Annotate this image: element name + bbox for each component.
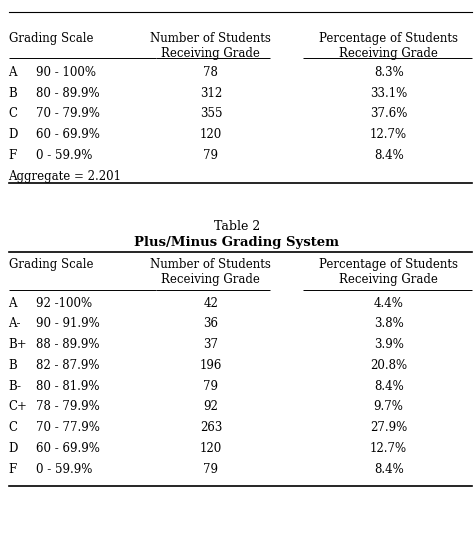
Text: A: A [9, 66, 17, 79]
Text: Plus/Minus Grading System: Plus/Minus Grading System [135, 236, 339, 249]
Text: C: C [9, 107, 18, 120]
Text: B+: B+ [9, 338, 27, 351]
Text: 37: 37 [203, 338, 219, 351]
Text: 82 - 87.9%: 82 - 87.9% [36, 359, 99, 372]
Text: C+: C+ [9, 400, 27, 413]
Text: 27.9%: 27.9% [370, 421, 407, 434]
Text: 3.8%: 3.8% [374, 317, 403, 330]
Text: 90 - 100%: 90 - 100% [36, 66, 96, 79]
Text: Aggregate = 2.201: Aggregate = 2.201 [9, 169, 121, 183]
Text: 79: 79 [203, 379, 219, 393]
Text: 196: 196 [200, 359, 222, 372]
Text: 355: 355 [200, 107, 222, 120]
Text: 70 - 77.9%: 70 - 77.9% [36, 421, 100, 434]
Text: 60 - 69.9%: 60 - 69.9% [36, 128, 100, 141]
Text: Number of Students
Receiving Grade: Number of Students Receiving Grade [150, 32, 272, 60]
Text: D: D [9, 442, 18, 455]
Text: Percentage of Students
Receiving Grade: Percentage of Students Receiving Grade [319, 259, 458, 286]
Text: 12.7%: 12.7% [370, 442, 407, 455]
Text: 8.4%: 8.4% [374, 462, 403, 476]
Text: 60 - 69.9%: 60 - 69.9% [36, 442, 100, 455]
Text: 12.7%: 12.7% [370, 128, 407, 141]
Text: 20.8%: 20.8% [370, 359, 407, 372]
Text: 92 -100%: 92 -100% [36, 296, 91, 310]
Text: 78 - 79.9%: 78 - 79.9% [36, 400, 99, 413]
Text: A: A [9, 296, 17, 310]
Text: 80 - 81.9%: 80 - 81.9% [36, 379, 99, 393]
Text: 312: 312 [200, 86, 222, 100]
Text: 9.7%: 9.7% [374, 400, 404, 413]
Text: F: F [9, 462, 17, 476]
Text: 33.1%: 33.1% [370, 86, 407, 100]
Text: B: B [9, 86, 17, 100]
Text: 8.3%: 8.3% [374, 66, 403, 79]
Text: B-: B- [9, 379, 21, 393]
Text: 120: 120 [200, 128, 222, 141]
Text: 79: 79 [203, 462, 219, 476]
Text: F: F [9, 149, 17, 162]
Text: A-: A- [9, 317, 21, 330]
Text: 0 - 59.9%: 0 - 59.9% [36, 462, 92, 476]
Text: 36: 36 [203, 317, 219, 330]
Text: 70 - 79.9%: 70 - 79.9% [36, 107, 100, 120]
Text: 88 - 89.9%: 88 - 89.9% [36, 338, 99, 351]
Text: 80 - 89.9%: 80 - 89.9% [36, 86, 99, 100]
Text: 90 - 91.9%: 90 - 91.9% [36, 317, 99, 330]
Text: 3.9%: 3.9% [374, 338, 404, 351]
Text: Number of Students
Receiving Grade: Number of Students Receiving Grade [150, 259, 272, 286]
Text: Grading Scale: Grading Scale [9, 32, 93, 45]
Text: 120: 120 [200, 442, 222, 455]
Text: 42: 42 [203, 296, 219, 310]
Text: 4.4%: 4.4% [374, 296, 404, 310]
Text: 8.4%: 8.4% [374, 379, 403, 393]
Text: 37.6%: 37.6% [370, 107, 407, 120]
Text: D: D [9, 128, 18, 141]
Text: B: B [9, 359, 17, 372]
Text: 92: 92 [203, 400, 219, 413]
Text: Grading Scale: Grading Scale [9, 259, 93, 272]
Text: 8.4%: 8.4% [374, 149, 403, 162]
Text: 263: 263 [200, 421, 222, 434]
Text: 79: 79 [203, 149, 219, 162]
Text: C: C [9, 421, 18, 434]
Text: Percentage of Students
Receiving Grade: Percentage of Students Receiving Grade [319, 32, 458, 60]
Text: Table 2: Table 2 [214, 220, 260, 233]
Text: 0 - 59.9%: 0 - 59.9% [36, 149, 92, 162]
Text: 78: 78 [203, 66, 219, 79]
